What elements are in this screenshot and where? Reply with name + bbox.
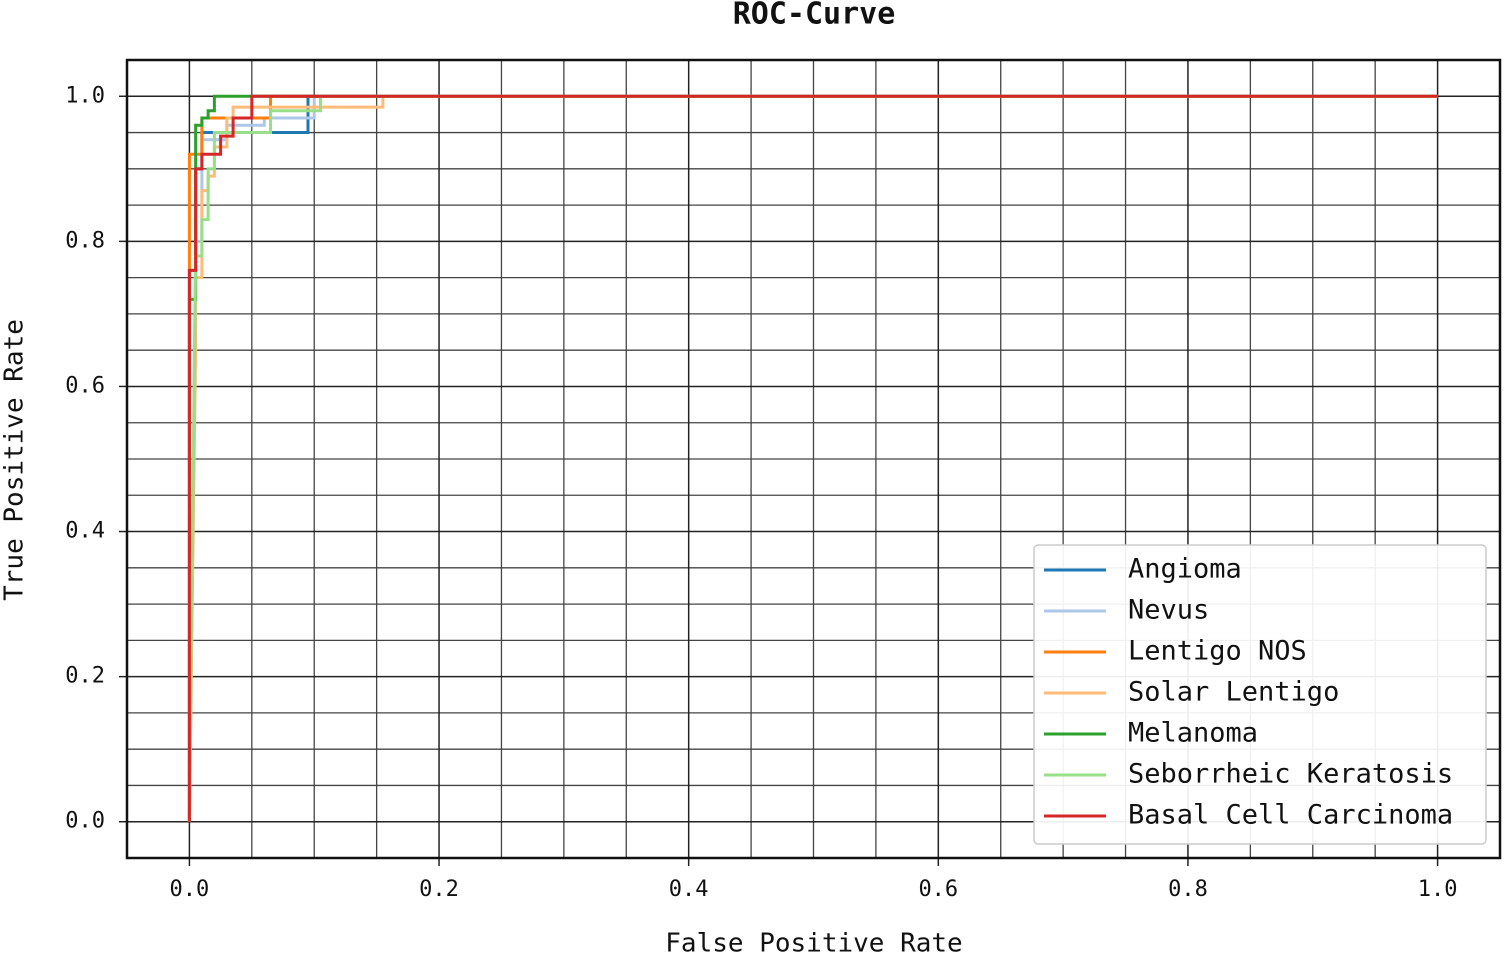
legend-label: Lentigo NOS (1128, 636, 1307, 667)
x-tick-label: 0.0 (170, 877, 210, 902)
x-tick-label: 0.8 (1168, 877, 1208, 902)
x-tick-label: 0.2 (419, 877, 459, 902)
y-tick-label: 0.4 (65, 519, 105, 544)
legend-label: Angioma (1128, 554, 1242, 585)
roc-line (187, 94, 1438, 822)
legend-label: Basal Cell Carcinoma (1128, 800, 1453, 831)
y-tick-label: 0.6 (65, 373, 105, 398)
x-tick-label: 1.0 (1418, 877, 1458, 902)
x-tick-label: 0.6 (918, 877, 958, 902)
legend-box (1033, 544, 1487, 845)
x-tick-label: 0.4 (669, 877, 709, 902)
y-tick-label: 0.0 (65, 809, 105, 834)
legend-label: Solar Lentigo (1128, 677, 1339, 708)
roc-line (187, 94, 1438, 822)
y-axis-label: True Positive Rate (0, 319, 30, 601)
plot-frame (125, 58, 1502, 860)
roc-line (187, 94, 1438, 822)
y-tick-label: 0.8 (65, 228, 105, 253)
y-tick-label: 0.2 (65, 664, 105, 689)
legend-label: Melanoma (1128, 718, 1258, 749)
chart-title: ROC-Curve (733, 0, 896, 32)
y-tick-label: 1.0 (65, 83, 105, 108)
legend-label: Seborrheic Keratosis (1128, 759, 1453, 790)
legend-label: Nevus (1128, 595, 1209, 626)
x-axis-label: False Positive Rate (665, 929, 962, 959)
